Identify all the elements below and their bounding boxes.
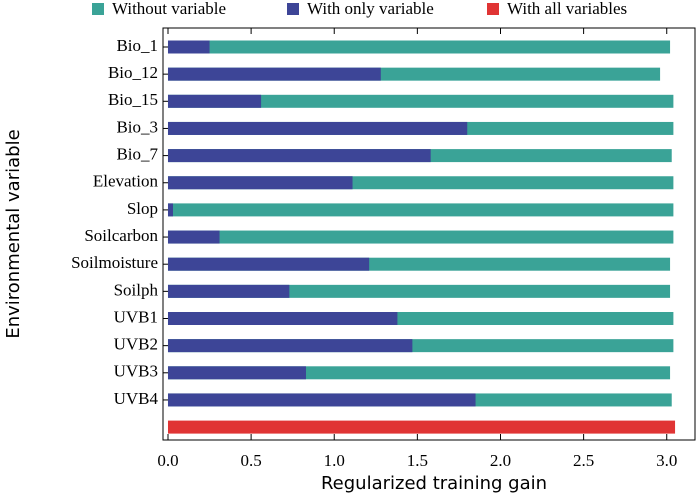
bar [167, 230, 674, 244]
y-tick-label: UVB1 [114, 307, 158, 326]
bar [167, 149, 431, 163]
y-tick-label: Slop [127, 199, 158, 218]
y-tick-label: UVB3 [114, 362, 158, 381]
bar [167, 40, 210, 54]
bar [167, 121, 468, 135]
bar [167, 312, 398, 325]
legend-swatch [92, 3, 104, 15]
x-tick-label: 3.0 [656, 451, 677, 470]
bar [167, 393, 476, 407]
bar [167, 67, 381, 81]
y-tick-label: UVB4 [114, 389, 159, 408]
legend-label: With all variables [507, 0, 627, 18]
legend-label: Without variable [112, 0, 226, 18]
legend-swatch [287, 3, 299, 15]
bar [167, 94, 674, 108]
y-tick-label: Soilmoisture [71, 253, 158, 272]
x-axis-title: Regularized training gain [321, 473, 547, 494]
y-tick-label: Soilph [114, 280, 159, 299]
x-tick-label: 2.5 [573, 451, 594, 470]
x-tick-label: 2.0 [490, 451, 511, 470]
y-tick-label: Bio_7 [116, 145, 158, 164]
y-tick-label: Bio_3 [116, 117, 158, 136]
x-tick-label: 1.0 [324, 451, 345, 470]
bar [167, 339, 413, 353]
x-tick-label: 1.5 [407, 451, 428, 470]
bar [167, 203, 173, 217]
legend-swatch [487, 3, 499, 15]
plot-frame [162, 27, 696, 441]
bar [167, 176, 353, 190]
bar [167, 366, 306, 380]
bar [167, 284, 290, 298]
y-tick-label: Elevation [93, 172, 159, 191]
legend-label: With only variable [307, 0, 434, 18]
bar [167, 40, 671, 54]
bar [167, 284, 671, 298]
bar [167, 420, 676, 434]
y-tick-label: Bio_1 [116, 36, 158, 55]
y-tick-label: Bio_15 [108, 90, 158, 109]
x-tick-label: 0.0 [157, 451, 178, 470]
bar [167, 203, 674, 217]
y-tick-label: UVB2 [114, 335, 158, 354]
y-tick-label: Bio_12 [108, 63, 158, 82]
y-tick-label: Soilcarbon [84, 226, 158, 245]
y-axis-title: Environmental variable [3, 129, 24, 338]
bar [167, 257, 370, 271]
x-tick-label: 0.5 [240, 451, 261, 470]
bar [167, 230, 220, 244]
bar [167, 94, 262, 108]
